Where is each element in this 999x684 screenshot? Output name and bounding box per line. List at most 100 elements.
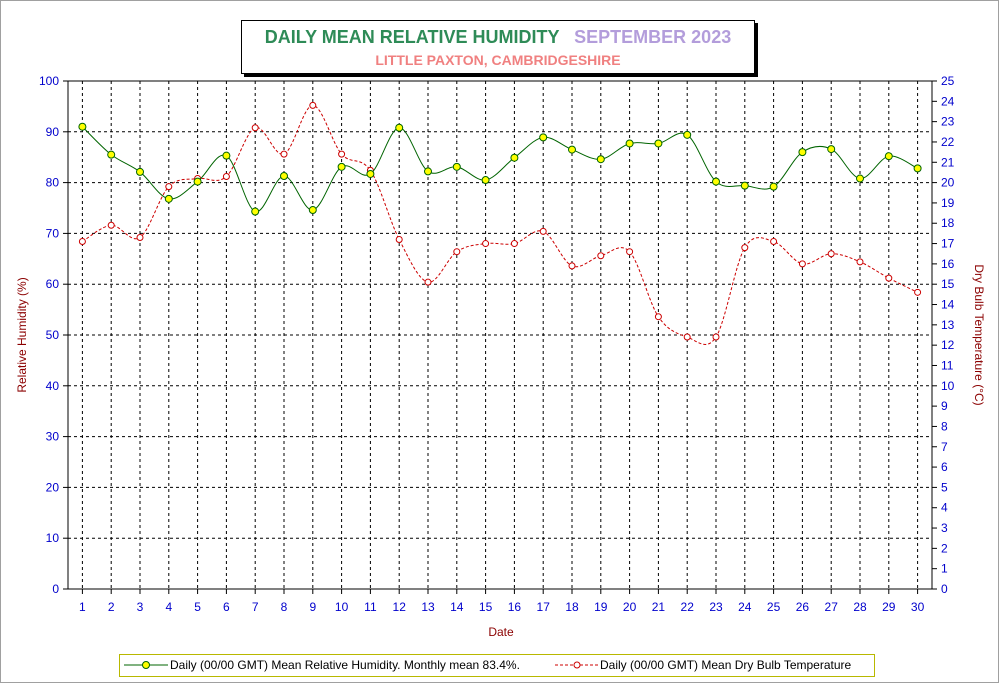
x-tick-label: 7 (252, 600, 259, 614)
y2-tick-label: 24 (941, 94, 955, 108)
temperature-point (597, 252, 605, 260)
temperature-point (712, 333, 720, 341)
temperature-point (654, 313, 662, 321)
legend-label-temperature: Daily (00/00 GMT) Mean Dry Bulb Temperat… (600, 658, 852, 672)
y-tick-label: 0 (52, 582, 59, 596)
humidity-point (308, 206, 317, 215)
humidity-point (222, 151, 231, 160)
x-tick-label: 18 (565, 600, 579, 614)
legend-label-humidity: Daily (00/00 GMT) Mean Relative Humidity… (170, 658, 520, 672)
y2-axis-label: Dry Bulb Temperature (°C) (972, 264, 986, 405)
x-tick-label: 4 (165, 600, 172, 614)
x-tick-label: 29 (882, 600, 896, 614)
legend-symbol-temperature (555, 661, 599, 669)
axes: 0102030405060708090100012345678910111213… (39, 74, 955, 614)
x-tick-label: 11 (364, 600, 377, 614)
x-tick-label: 9 (309, 600, 316, 614)
temperature-point (856, 258, 864, 266)
chart-title: DAILY MEAN RELATIVE HUMIDITY (264, 27, 560, 47)
temperature-point (453, 248, 461, 256)
humidity-point (798, 148, 807, 157)
legend: Daily (00/00 GMT) Mean Relative Humidity… (119, 654, 875, 677)
y2-tick-label: 1 (941, 562, 948, 576)
humidity-point (395, 123, 404, 132)
temperature-point (683, 333, 691, 341)
humidity-point (596, 155, 605, 164)
temperature-point (482, 240, 490, 248)
chart-title-line: DAILY MEAN RELATIVE HUMIDITY SEPTEMBER 2… (242, 27, 754, 48)
y2-tick-label: 23 (941, 115, 955, 129)
humidity-point (424, 167, 432, 176)
x-tick-label: 15 (479, 600, 493, 614)
chart-title-period: SEPTEMBER 2023 (574, 27, 732, 47)
x-tick-label: 13 (421, 600, 435, 614)
x-tick-label: 25 (767, 600, 781, 614)
x-tick-label: 21 (652, 600, 666, 614)
temperature-point (165, 183, 173, 191)
legend-symbol-humidity (124, 661, 168, 669)
y2-tick-label: 20 (941, 176, 955, 190)
y2-tick-label: 21 (941, 155, 955, 169)
y2-tick-label: 13 (941, 318, 955, 332)
temperature-point (770, 238, 778, 246)
x-tick-label: 24 (738, 600, 752, 614)
x-tick-label: 23 (709, 600, 723, 614)
humidity-point (136, 167, 144, 176)
grid (68, 81, 932, 589)
y-tick-label: 90 (46, 125, 60, 139)
x-tick-label: 26 (796, 600, 810, 614)
temperature-point (78, 238, 86, 246)
temperature-point (626, 248, 634, 256)
y-tick-label: 70 (46, 226, 60, 240)
temperature-point (251, 124, 259, 132)
series-layer (78, 101, 922, 345)
temperature-point (885, 274, 893, 282)
y2-tick-label: 3 (941, 521, 948, 535)
y2-tick-label: 18 (941, 216, 955, 230)
humidity-point (452, 162, 461, 171)
y-axis-label: Relative Humidity (%) (15, 277, 29, 392)
y2-tick-label: 19 (941, 196, 955, 210)
humidity-point (856, 174, 864, 183)
x-tick-label: 16 (508, 600, 522, 614)
humidity-point (164, 194, 173, 203)
x-tick-label: 12 (393, 600, 407, 614)
x-tick-label: 2 (108, 600, 115, 614)
x-tick-label: 17 (537, 600, 551, 614)
y2-tick-label: 0 (941, 582, 948, 596)
temperature-point (827, 250, 835, 258)
temperature-point (741, 244, 749, 252)
title-box: DAILY MEAN RELATIVE HUMIDITY SEPTEMBER 2… (241, 20, 755, 74)
y2-tick-label: 16 (941, 257, 955, 271)
y2-tick-label: 22 (941, 135, 955, 149)
x-tick-label: 3 (137, 600, 144, 614)
temperature-point (309, 101, 317, 109)
y2-tick-label: 25 (941, 74, 955, 88)
temperature-point (914, 288, 922, 296)
humidity-point (712, 177, 720, 186)
temperature-point (338, 150, 346, 158)
y2-tick-label: 11 (941, 358, 954, 372)
x-tick-label: 20 (623, 600, 637, 614)
x-tick-label: 5 (194, 600, 201, 614)
y-tick-label: 60 (46, 277, 60, 291)
humidity-point (481, 176, 490, 185)
y2-tick-label: 7 (941, 440, 948, 454)
y2-tick-label: 15 (941, 277, 955, 291)
temperature-point (280, 150, 288, 158)
x-tick-label: 14 (450, 600, 464, 614)
temperature-point (568, 262, 576, 270)
humidity-point (740, 181, 749, 190)
humidity-point (193, 177, 202, 186)
y-tick-label: 40 (46, 379, 60, 393)
temperature-point (510, 240, 518, 248)
x-tick-label: 28 (853, 600, 867, 614)
humidity-point (769, 182, 778, 191)
humidity-point (625, 139, 634, 148)
humidity-point (913, 164, 922, 173)
humidity-line (82, 126, 918, 213)
humidity-point (337, 162, 346, 171)
y-tick-label: 10 (46, 531, 60, 545)
humidity-point (510, 153, 519, 162)
